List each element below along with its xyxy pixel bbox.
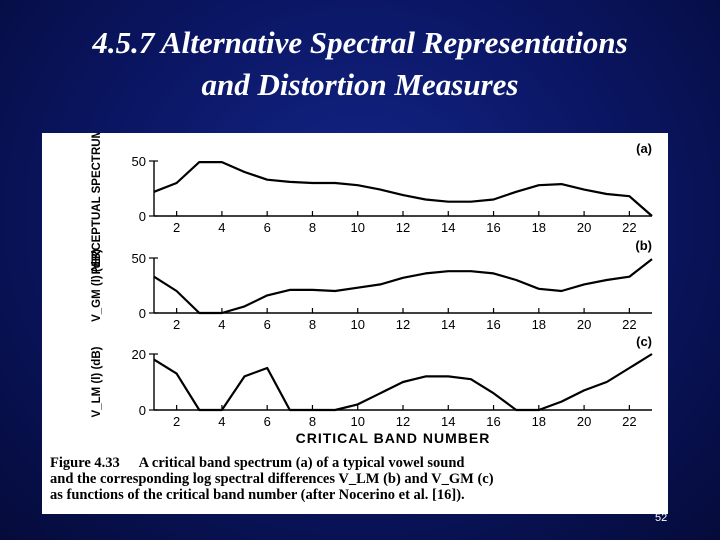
x-tick-label: 14 <box>441 414 455 429</box>
panel-label: (c) <box>636 334 652 349</box>
x-tick-label: 2 <box>173 414 180 429</box>
x-tick-label: 20 <box>577 317 591 332</box>
x-tick-label: 10 <box>350 220 364 235</box>
y-tick-label: 0 <box>139 403 146 418</box>
x-tick-label: 12 <box>396 317 410 332</box>
y-axis-label: PERCEPTUAL SPECTRUM (dB) <box>91 133 103 274</box>
figure-caption: Figure 4.33 A critical band spectrum (a)… <box>50 455 662 503</box>
y-axis-label: V_LM (l) (dB) <box>91 346 103 417</box>
figure-panel: 0 50 2 4 6 8 10 12 14 16 18 20 22 (a) PERCEPTUAL SPECT… <box>42 133 668 514</box>
x-tick-label: 6 <box>264 414 271 429</box>
caption-label: Figure 4.33 <box>50 455 120 471</box>
slide-title: 4.5.7 Alternative Spectral Representatio… <box>0 22 720 106</box>
x-tick-label: 22 <box>622 220 636 235</box>
caption-line-3: as functions of the critical band number… <box>50 487 465 503</box>
x-axis-label: CRITICAL BAND NUMBER <box>296 430 491 446</box>
series-line-3 <box>153 353 653 412</box>
x-tick-label: 10 <box>350 414 364 429</box>
x-tick-label: 20 <box>577 220 591 235</box>
y-tick-label: 50 <box>132 251 146 266</box>
series-line-1 <box>153 161 653 217</box>
x-tick-label: 12 <box>396 220 410 235</box>
caption-line-1: A critical band spectrum (a) of a typica… <box>138 455 465 471</box>
x-tick-label: 16 <box>486 414 500 429</box>
x-tick-label: 8 <box>309 220 316 235</box>
x-tick-label: 10 <box>350 317 364 332</box>
panel-label: (b) <box>635 238 652 253</box>
series-line-2 <box>153 258 653 315</box>
x-tick-label: 2 <box>173 317 180 332</box>
panel-label: (a) <box>636 141 652 156</box>
x-tick-label: 18 <box>532 414 546 429</box>
x-tick-label: 16 <box>486 220 500 235</box>
y-tick-label: 50 <box>132 154 146 169</box>
x-tick-label: 4 <box>218 220 225 235</box>
x-tick-label: 2 <box>173 220 180 235</box>
caption-line-2: and the corresponding log spectral diffe… <box>50 471 494 487</box>
x-tick-label: 16 <box>486 317 500 332</box>
y-tick-label: 0 <box>139 209 146 224</box>
page-number: 52 <box>655 512 668 524</box>
y-tick-label: 0 <box>139 306 146 321</box>
x-tick-label: 8 <box>309 317 316 332</box>
y-tick-label: 20 <box>132 347 146 362</box>
x-tick-label: 4 <box>218 414 225 429</box>
x-tick-label: 22 <box>622 317 636 332</box>
x-tick-label: 22 <box>622 414 636 429</box>
x-tick-label: 18 <box>532 220 546 235</box>
x-tick-label: 4 <box>218 317 225 332</box>
slide-title-line-2: and Distortion Measures <box>201 67 519 102</box>
x-tick-label: 6 <box>264 220 271 235</box>
slide-title-line-1: 4.5.7 Alternative Spectral Representatio… <box>92 25 628 60</box>
x-tick-label: 20 <box>577 414 591 429</box>
x-tick-label: 14 <box>441 220 455 235</box>
x-tick-label: 8 <box>309 414 316 429</box>
x-tick-label: 12 <box>396 414 410 429</box>
x-tick-label: 14 <box>441 317 455 332</box>
x-tick-label: 18 <box>532 317 546 332</box>
y-axis-label: V_GM (l) (dB) <box>91 249 103 322</box>
x-tick-label: 6 <box>264 317 271 332</box>
